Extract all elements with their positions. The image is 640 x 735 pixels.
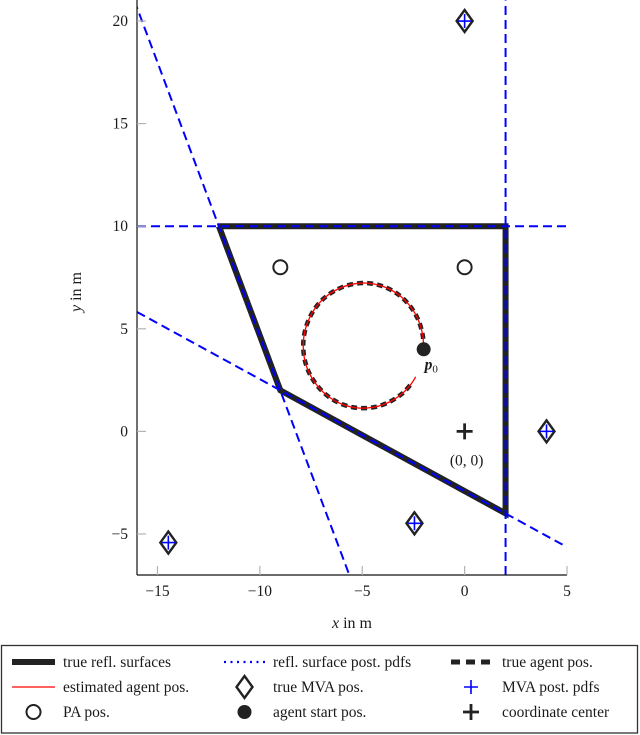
legend-label: agent start pos. [273,704,366,721]
y-axis-label-unit: in m [68,271,85,304]
legend-label: PA pos. [63,704,110,721]
data-point [161,535,176,550]
legend-item-estimated-agent-pos: estimated agent pos. [12,679,189,696]
legend-item-true-agent-pos: true agent pos. [451,654,593,671]
dot-icon [237,705,252,719]
circle-icon [25,704,42,720]
plus-icon [457,14,472,29]
legend-label: coordinate center [502,704,610,721]
x-tick-label: −5 [354,583,371,600]
x-axis-label-unit: in m [339,615,372,632]
legend-label: true MVA pos. [273,679,364,696]
plot-content [137,0,567,575]
y-axis-label-var: y [68,304,85,314]
y-tick-label: 10 [113,218,129,235]
legend-sample [25,704,42,720]
circle-icon [272,259,289,276]
plus-icon [407,516,422,531]
trajectory-path [302,282,425,409]
legend-item-agent-start-pos: agent start pos. [237,704,366,721]
dot-icon [416,342,431,357]
data-point [407,516,422,531]
data-point [456,423,473,440]
axes: −15 −10 −5 0 5 −5 0 5 10 15 20 [112,0,571,600]
y-tick-label: 20 [113,13,129,30]
legend-label: true refl. surfaces [63,654,171,671]
x-tick-label: 0 [461,583,469,600]
x-tick-label: −15 [145,583,169,600]
y-tick-label: 5 [120,321,128,338]
series-refl-surface-post-pdfs [137,0,567,575]
legend-item-coordinate-center: coordinate center [463,704,610,721]
x-tick-label: −10 [248,583,272,600]
y-tick-label: 0 [120,423,128,440]
legend-sample [237,705,252,719]
legend: true refl. surfaces refl. surface post. p… [0,644,639,734]
legend-label: true agent pos. [502,654,593,671]
series-coordinate-center [456,423,473,440]
plus-icon [464,680,478,694]
y-tick-label: −5 [112,526,129,543]
legend-item-pa-pos: PA pos. [25,704,110,721]
plus-icon [463,704,479,720]
legend-label: estimated agent pos. [63,679,189,696]
data-point [272,259,289,276]
series-pa-pos [272,259,473,276]
data-point [457,14,472,29]
agent-start-label-main: p [423,356,433,373]
legend-sample [464,680,478,694]
legend-label: refl. surface post. pdfs [273,654,411,671]
agent-start-label-subscript: 0 [432,363,438,375]
plus-icon [539,424,554,439]
legend-sample [235,673,254,701]
legend-item-true-refl-surfaces: true refl. surfaces [12,654,171,671]
legend-label: MVA post. pdfs [502,679,599,696]
legend-box [0,644,639,734]
y-axis-label: y in m [68,271,85,314]
legend-sample [463,704,479,720]
legend-item-refl-surface-post-pdfs: refl. surface post. pdfs [224,654,411,671]
data-point [456,259,473,276]
legend-item-mva-post-pdfs: MVA post. pdfs [464,679,599,696]
plus-icon [161,535,176,550]
surface-estimate-line [137,311,567,548]
series-mva-post-pdfs [161,14,554,550]
diamond-icon [235,673,254,701]
x-axis-label: x in m [331,615,373,632]
data-point [539,424,554,439]
data-point [416,342,431,357]
annotations: p0 (0, 0) [423,356,484,469]
plus-icon [456,423,473,440]
series-estimated-agent-pos [302,282,425,409]
series-agent-start-pos [416,342,431,357]
surface-estimate-line [137,4,351,575]
circle-icon [456,259,473,276]
x-axis-label-var: x [331,615,339,632]
x-tick-label: 5 [563,583,571,600]
coordinate-center-label: (0, 0) [450,452,484,469]
agent-start-label: p0 [423,356,439,375]
y-tick-label: 15 [113,116,129,133]
legend-item-true-mva-pos: true MVA pos. [235,673,364,701]
